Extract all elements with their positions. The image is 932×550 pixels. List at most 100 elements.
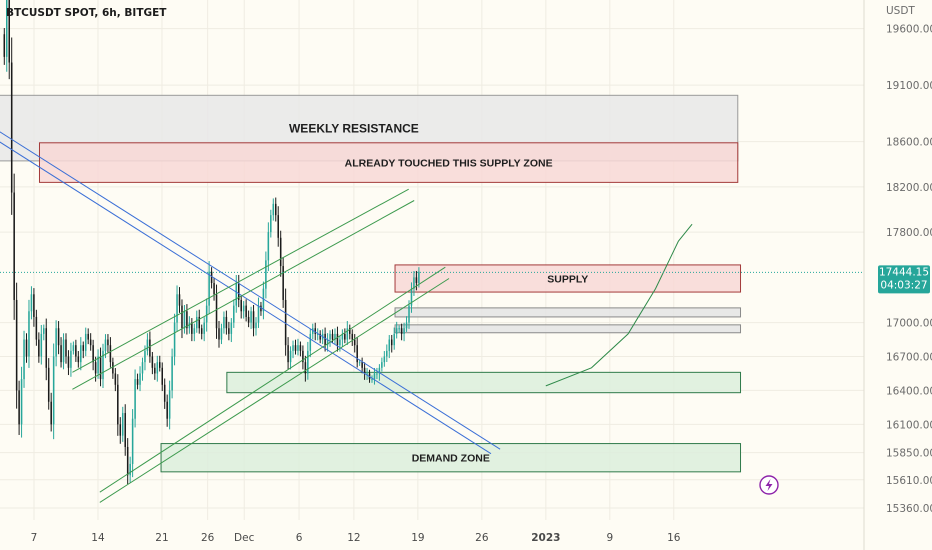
candle	[235, 274, 238, 313]
zones	[0, 94, 742, 473]
candle	[255, 317, 257, 336]
candle	[410, 282, 413, 313]
x-tick-label: Dec	[234, 532, 255, 544]
candle	[413, 271, 415, 296]
candle	[289, 346, 292, 370]
candle	[173, 313, 176, 366]
candle	[178, 287, 181, 313]
candle	[126, 438, 129, 485]
x-tick-label: 7	[31, 532, 38, 544]
candle	[161, 362, 163, 392]
candle	[294, 339, 297, 355]
candle	[87, 328, 89, 345]
y-tick-label: 17000.00	[886, 318, 932, 330]
candle	[299, 341, 302, 357]
zone-gray-band-2	[394, 324, 742, 334]
candle	[270, 209, 272, 238]
zone-label-touched-supply: ALREADY TOUCHED THIS SUPPLY ZONE	[345, 157, 553, 169]
candle	[245, 299, 247, 322]
candle	[218, 321, 220, 348]
candle	[30, 286, 33, 320]
candle	[3, 28, 6, 65]
candle	[257, 297, 260, 328]
candle	[72, 341, 75, 355]
candle	[274, 197, 277, 222]
candle	[5, 0, 8, 72]
candle	[191, 318, 193, 342]
candle	[386, 344, 388, 362]
x-tick-label: 14	[91, 532, 105, 544]
candle	[230, 318, 233, 343]
candle	[18, 380, 20, 435]
candle	[171, 348, 173, 399]
x-tick-label: 9	[606, 532, 613, 544]
candle	[400, 323, 403, 341]
candle	[40, 324, 43, 365]
candle	[403, 322, 405, 342]
candle	[208, 261, 210, 314]
candle	[324, 327, 326, 352]
candle	[67, 350, 70, 376]
y-tick-label: 15360.00	[886, 503, 932, 515]
candle	[28, 299, 30, 368]
candle	[166, 394, 168, 427]
candle	[351, 329, 354, 346]
symbol-title: BTCUSDT SPOT, 6h, BITGET	[6, 7, 167, 19]
candle	[381, 357, 383, 372]
candle	[329, 330, 331, 347]
candle	[282, 257, 284, 308]
x-tick-label: 26	[475, 532, 489, 544]
candle	[242, 301, 245, 319]
x-axis: 7 14 21 26 Dec 6 12 19 26 2023 9 16	[31, 532, 681, 544]
candle	[181, 299, 183, 339]
lightning-icon[interactable]	[759, 475, 779, 495]
candle	[20, 366, 23, 438]
candle	[250, 306, 252, 329]
candle	[124, 404, 126, 456]
candle	[210, 267, 213, 289]
candle	[193, 323, 196, 342]
candle	[312, 323, 314, 340]
candle	[183, 305, 186, 334]
candle	[215, 284, 218, 339]
candle	[149, 331, 151, 363]
x-tick-label: 21	[155, 532, 168, 544]
candle	[287, 337, 289, 370]
candles	[3, 0, 420, 485]
last-price-value: 17444.15	[879, 266, 929, 278]
zone-supply	[394, 264, 742, 293]
candle	[203, 317, 205, 342]
zone-green-band	[226, 371, 742, 394]
candle	[62, 333, 65, 370]
candle	[356, 337, 358, 368]
zone-demand-zone	[160, 443, 742, 473]
candle	[395, 321, 398, 339]
candle-countdown: 04:03:27	[880, 279, 927, 291]
y-axis: 19600.00 19100.00 18600.00 18200.00 17800.00…	[863, 0, 932, 550]
candle	[265, 251, 267, 299]
candle	[43, 324, 45, 341]
candle	[141, 357, 144, 381]
candle	[388, 335, 391, 359]
y-tick-label: 17800.00	[886, 227, 932, 239]
candle	[50, 392, 52, 432]
y-tick-label: 19100.00	[886, 80, 932, 92]
candle	[139, 366, 141, 392]
candle	[376, 367, 378, 380]
candle	[146, 333, 149, 356]
candle	[102, 343, 104, 388]
trendline-green-parabola	[545, 223, 693, 387]
x-tick-label: 26	[201, 532, 215, 544]
candle	[159, 355, 161, 372]
candle	[119, 417, 122, 444]
candle	[70, 342, 72, 377]
candle	[279, 230, 282, 277]
candle	[383, 351, 386, 367]
zone-label-weekly-resistance: WEEKLY RESISTANCE	[289, 121, 419, 135]
x-tick-label: 12	[347, 532, 360, 544]
candle	[349, 324, 351, 340]
candle	[398, 325, 400, 333]
candle	[371, 375, 373, 383]
